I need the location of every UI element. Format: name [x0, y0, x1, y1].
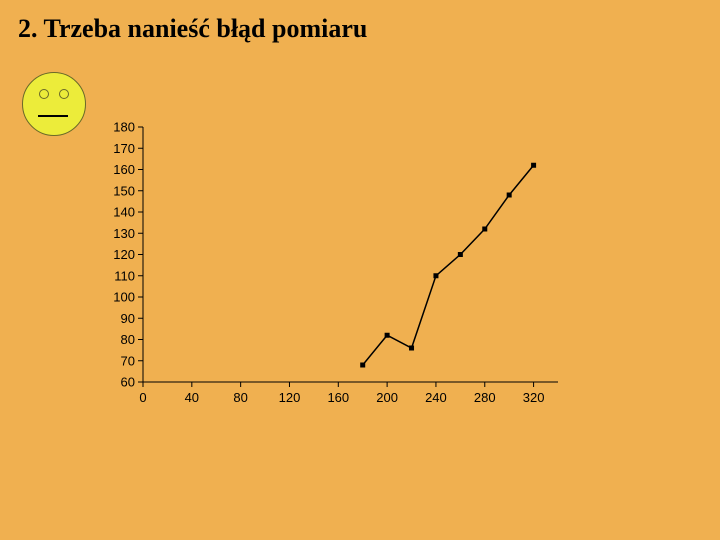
x-tick-label: 200	[376, 390, 398, 405]
data-marker	[385, 333, 390, 338]
y-tick-label: 90	[121, 311, 135, 326]
neutral-face-icon	[22, 72, 86, 136]
data-marker	[409, 346, 414, 351]
x-tick-label: 80	[233, 390, 247, 405]
x-tick-label: 240	[425, 390, 447, 405]
x-tick-label: 320	[523, 390, 545, 405]
data-marker	[482, 227, 487, 232]
y-tick-label: 80	[121, 332, 135, 347]
slide: 2. Trzeba nanieść błąd pomiaru 60 70 80 90 1…	[0, 0, 720, 540]
face-mouth	[38, 115, 68, 117]
x-tick-label: 280	[474, 390, 496, 405]
x-tick-label: 40	[185, 390, 199, 405]
data-marker	[433, 273, 438, 278]
y-tick-label: 110	[114, 268, 135, 283]
slide-title: 2. Trzeba nanieść błąd pomiaru	[18, 14, 367, 44]
y-tick-label: 60	[121, 375, 135, 390]
y-tick-label: 170	[113, 141, 135, 156]
y-tick-label: 160	[113, 162, 135, 177]
x-tick-label: 120	[279, 390, 301, 405]
x-tick-label: 0	[139, 390, 146, 405]
data-marker	[360, 363, 365, 368]
face-eye-left	[39, 89, 49, 99]
data-marker	[531, 163, 536, 168]
y-tick-label: 120	[113, 247, 135, 262]
data-marker	[458, 252, 463, 257]
y-tick-label: 180	[113, 122, 135, 135]
measurement-chart: 60 70 80 90 100 110 120 130 140 150 160 170 180 0 40 80…	[88, 122, 568, 418]
y-tick-label: 140	[113, 205, 135, 220]
y-tick-label: 130	[113, 226, 135, 241]
y-tick-label: 150	[113, 183, 135, 198]
y-tick-label: 70	[121, 353, 135, 368]
x-tick-label: 160	[327, 390, 349, 405]
y-tick-label: 100	[113, 290, 135, 305]
face-eye-right	[59, 89, 69, 99]
data-marker	[507, 193, 512, 198]
